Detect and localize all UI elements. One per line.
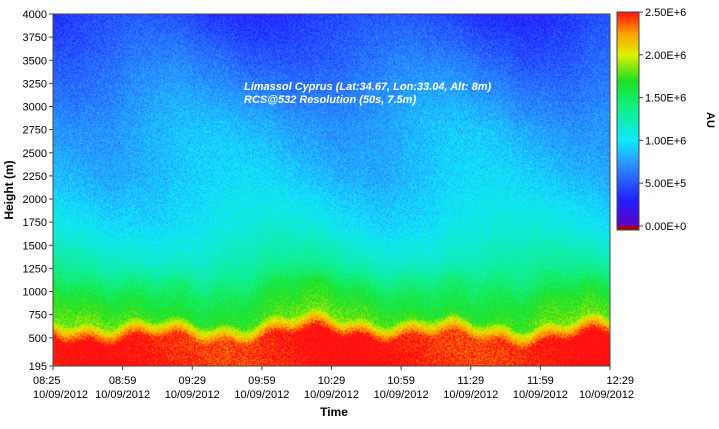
y-tick-label: 3000 [23, 102, 47, 114]
x-axis: 08:25 10/09/2012 08:59 10/09/2012 09:29 10/09… [33, 366, 634, 401]
colorbar-frame [616, 11, 640, 231]
colorbar-title: AU [704, 112, 716, 128]
colorbar-tick-label: 1.50E+6 [645, 93, 686, 105]
y-tick-label: 3250 [23, 78, 47, 90]
x-tick-date: 10/09/2012 [165, 389, 220, 401]
x-tick-time: 11:29 [457, 375, 484, 387]
chart-title: Limassol Cyprus (Lat:34.67, Lon:33.04, A… [244, 81, 491, 93]
x-tick-time: 09:59 [248, 375, 276, 387]
x-tick-time: 08:59 [109, 375, 137, 387]
colorbar-gradient [617, 12, 639, 226]
x-tick-date: 10/09/2012 [513, 389, 568, 401]
colorbar-under-range [617, 226, 639, 230]
y-tick-label: 500 [29, 333, 47, 345]
x-axis-title: Time [320, 405, 348, 419]
y-tick-label: 2500 [23, 148, 47, 160]
y-tick-label: 4000 [23, 9, 47, 21]
y-tick-label: 195 [29, 361, 47, 373]
x-tick-time: 08:25 [33, 375, 61, 387]
y-tick-label: 2000 [23, 194, 47, 206]
y-tick-label: 3750 [23, 32, 47, 44]
colorbar-tick-label: 1.00E+6 [645, 135, 686, 147]
colorbar: 2.50E+6 2.00E+6 1.50E+6 1.00E+6 5.00E+5 0.00E… [616, 7, 716, 233]
y-tick-label: 1250 [23, 263, 47, 275]
x-tick-time: 10:29 [318, 375, 346, 387]
chart-subtitle: RCS@532 Resolution (50s, 7.5m) [244, 94, 416, 106]
y-axis-title: Height (m) [2, 160, 16, 219]
colorbar-ticks: 2.50E+6 2.00E+6 1.50E+6 1.00E+6 5.00E+5 0.00E… [639, 7, 686, 233]
colorbar-tick-label: 2.00E+6 [645, 50, 686, 62]
x-tick-date: 10/09/2012 [33, 389, 88, 401]
colorbar-tick-label: 0.00E+0 [645, 221, 686, 233]
y-axis: 195 500 750 1000 1250 1500 1750 2000 2250 2500 275… [23, 9, 53, 373]
heatmap-image [53, 14, 610, 366]
y-tick-label: 3500 [23, 55, 47, 67]
colorbar-tick-label: 2.50E+6 [645, 7, 686, 19]
y-tick-label: 1500 [23, 240, 47, 252]
x-tick-date: 10/09/2012 [443, 389, 498, 401]
x-tick-time: 10:59 [387, 375, 415, 387]
y-tick-label: 1000 [23, 287, 47, 299]
colorbar-tick-label: 5.00E+5 [645, 178, 686, 190]
y-tick-label: 2750 [23, 125, 47, 137]
x-tick-time: 12:29 [606, 375, 634, 387]
y-tick-label: 2250 [23, 171, 47, 183]
x-tick-time: 11:59 [527, 375, 554, 387]
y-tick-label: 750 [29, 310, 47, 322]
x-tick-time: 09:29 [178, 375, 206, 387]
x-tick-date: 10/09/2012 [579, 389, 634, 401]
x-tick-date: 10/09/2012 [374, 389, 429, 401]
plot-area [52, 13, 611, 367]
x-tick-date: 10/09/2012 [304, 389, 359, 401]
y-tick-label: 1750 [23, 217, 47, 229]
x-tick-date: 10/09/2012 [234, 389, 289, 401]
x-tick-date: 10/09/2012 [95, 389, 150, 401]
